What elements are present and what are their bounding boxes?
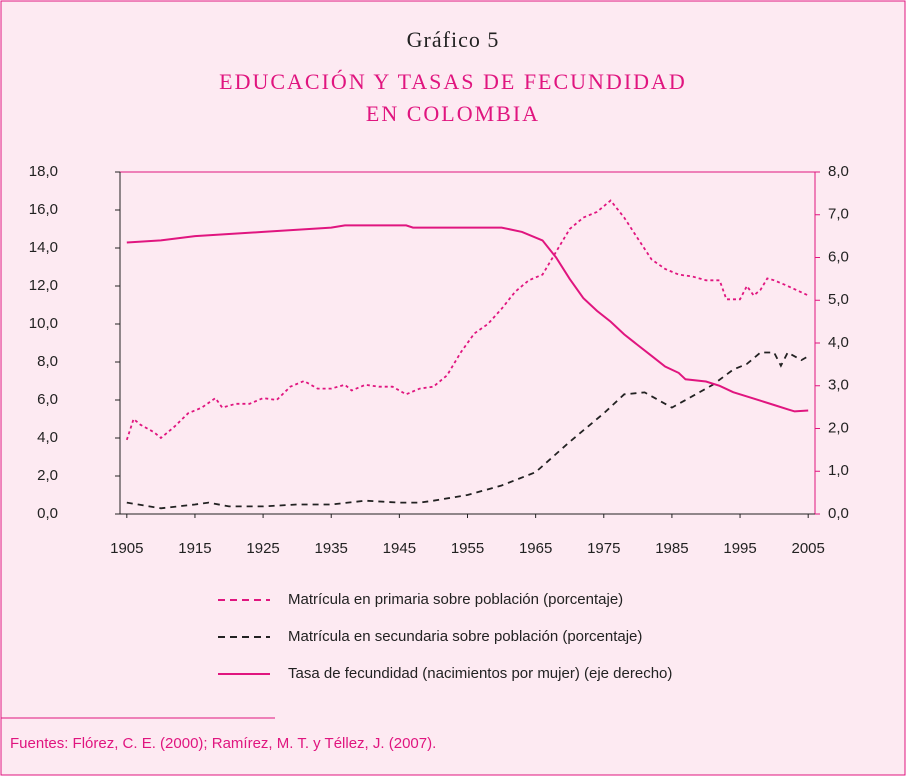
y-tick-label: 0,0 [37, 505, 58, 522]
series-line [125, 199, 809, 441]
y2-tick-label: 5,0 [828, 291, 849, 308]
y2-tick-label: 6,0 [828, 248, 849, 265]
y-tick-label: 14,0 [29, 239, 58, 256]
y2-tick-label: 0,0 [828, 505, 849, 522]
x-tick-label: 1945 [383, 540, 416, 557]
legend-label: Tasa de fecundidad (nacimientos por muje… [288, 665, 672, 682]
x-tick-label: 2005 [791, 540, 824, 557]
y-tick-label: 6,0 [37, 391, 58, 408]
legend-label: Matrícula en primaria sobre población (p… [288, 591, 623, 608]
source: Fuentes: Flórez, C. E. (2000); Ramírez, … [10, 735, 436, 752]
y-tick-label: 18,0 [29, 163, 58, 180]
y2-tick-label: 3,0 [828, 377, 849, 394]
series-line [126, 351, 809, 510]
x-tick-label: 1935 [315, 540, 348, 557]
chart-subtitle: EDUCACIÓN Y TASAS DE FECUNDIDAD [219, 69, 687, 94]
y-tick-label: 16,0 [29, 201, 58, 218]
x-tick-label: 1955 [451, 540, 484, 557]
x-tick-label: 1995 [723, 540, 756, 557]
series-line [126, 224, 809, 413]
x-tick-label: 1975 [587, 540, 620, 557]
chart-title: Gráfico 5 [407, 27, 500, 52]
x-tick-label: 1985 [655, 540, 688, 557]
y2-tick-label: 7,0 [828, 206, 849, 223]
y-tick-label: 12,0 [29, 277, 58, 294]
y2-tick-label: 4,0 [828, 334, 849, 351]
x-tick-label: 1915 [178, 540, 211, 557]
chart-subtitle: EN COLOMBIA [366, 101, 540, 126]
y2-tick-label: 1,0 [828, 462, 849, 479]
x-tick-label: 1965 [519, 540, 552, 557]
y-tick-label: 8,0 [37, 353, 58, 370]
y-tick-label: 2,0 [37, 467, 58, 484]
legend-label: Matrícula en secundaria sobre población … [288, 628, 642, 645]
y2-tick-label: 8,0 [828, 163, 849, 180]
y-tick-label: 10,0 [29, 315, 58, 332]
x-tick-label: 1925 [246, 540, 279, 557]
x-tick-label: 1905 [110, 540, 143, 557]
y-tick-label: 4,0 [37, 429, 58, 446]
y2-tick-label: 2,0 [828, 419, 849, 436]
